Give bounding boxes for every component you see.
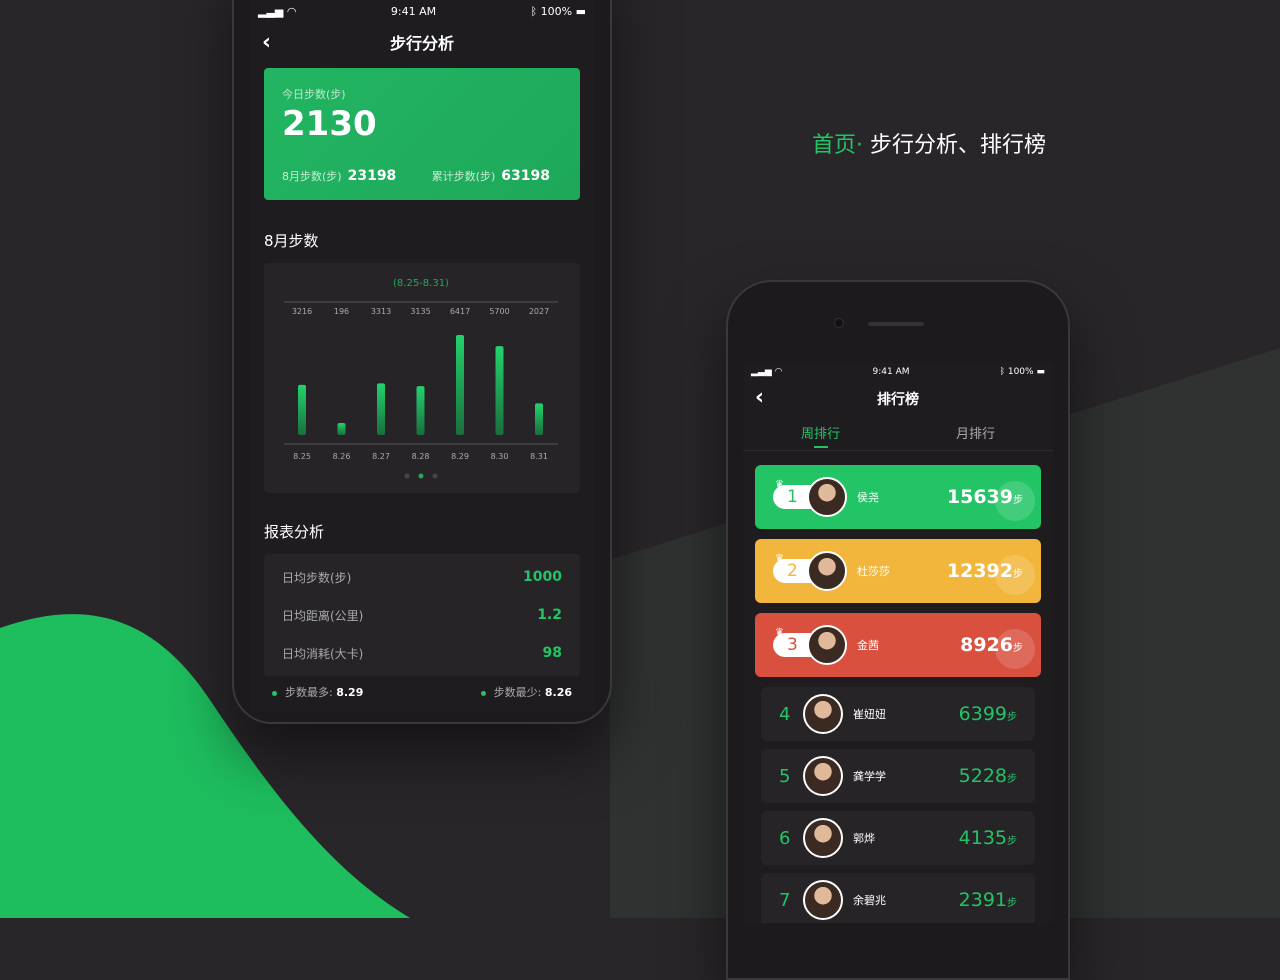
value-label: 196: [334, 307, 349, 316]
x-tick-label: 8.27: [372, 452, 390, 461]
bar: [416, 386, 425, 435]
bar: [535, 403, 543, 435]
page-dot: [404, 473, 410, 479]
report-card: 日均步数(步) 1000 日均距离(公里) 1.2 日均消耗(大卡) 98: [264, 554, 580, 676]
headline: 首页· 步行分析、排行榜: [812, 133, 1046, 158]
x-tick-label: 8.30: [491, 452, 509, 461]
steps-chart: (8.25-8.31) 3216 8.25 196 8.26 3313 8.27 3135 8.…: [264, 263, 580, 493]
report-row: 日均步数(步) 1000: [282, 569, 562, 585]
ranking-item[interactable]: 5 龚学学 5228步: [761, 749, 1035, 803]
chart-section-title: 8月步数: [264, 232, 319, 250]
speaker: [868, 322, 924, 326]
bar: [495, 346, 504, 435]
ranking-list: ♛ 1 侯尧 15639步 ♛ 2 杜莎莎 12392步 ♛ 3 金茜 8926步 4 崔妞妞 6399步 5…: [743, 451, 1053, 923]
bar: [377, 383, 385, 435]
report-row: 日均消耗(大卡) 98: [282, 645, 562, 661]
value-label: 2027: [529, 307, 549, 316]
crown-icon: ♛: [775, 478, 784, 490]
background: [0, 348, 1280, 918]
signal-icon: ▂▃▅ ◠: [751, 367, 783, 377]
bar: [298, 384, 306, 435]
x-tick-label: 8.28: [412, 452, 430, 461]
ranking-item[interactable]: 7 余碧兆 2391步: [761, 873, 1035, 923]
bar: [456, 335, 464, 435]
value-label: 3216: [292, 307, 312, 316]
chart-title: (8.25-8.31): [393, 278, 449, 289]
back-button[interactable]: ‹: [262, 30, 272, 55]
bluetooth-icon: ᛒ: [530, 4, 538, 18]
medal-icon: [995, 629, 1035, 669]
bluetooth-icon: ᛒ: [999, 367, 1005, 377]
x-tick-label: 8.25: [293, 452, 311, 461]
battery-icon: ▬: [1036, 367, 1045, 377]
phone-ranking: ▂▃▅ ◠ 9:41 AM ᛒ 100% ▬ ‹ 排行榜 周排行 月排行 ♛ 1 侯尧 156…: [726, 280, 1070, 980]
avatar: [807, 551, 847, 591]
ranking-item[interactable]: 6 郭烨 4135步: [761, 811, 1035, 865]
ranking-item[interactable]: ♛ 2 杜莎莎 12392步: [755, 539, 1041, 603]
bar-chart: (8.25-8.31) 3216 8.25 196 8.26 3313 8.27 3135 8.…: [284, 278, 558, 479]
tab-weekly[interactable]: 周排行: [743, 417, 898, 450]
report-section-title: 报表分析: [264, 523, 325, 541]
bar: [337, 423, 346, 435]
medal-icon: [995, 481, 1035, 521]
page-dot: [432, 473, 438, 479]
ranking-item[interactable]: 4 崔妞妞 6399步: [761, 687, 1035, 741]
phone-analysis: ▂▃▅ ◠ 9:41 AM ᛒ 100% ▬ ‹ 步行分析 今日步数(步) 2130 …: [232, 0, 612, 724]
value-label: 5700: [489, 307, 509, 316]
avatar: [803, 694, 843, 734]
status-bar: ▂▃▅ ◠ 9:41 AM ᛒ 100% ▬: [258, 4, 586, 18]
page-dot: [418, 473, 424, 479]
value-label: 3313: [371, 307, 391, 316]
value-label: 3135: [410, 307, 430, 316]
avatar: [803, 818, 843, 858]
today-steps: 2130: [282, 104, 377, 144]
crown-icon: ♛: [775, 552, 784, 564]
report-row: 日均距离(公里) 1.2: [282, 607, 562, 623]
least-steps: 步数最少: 8.26: [480, 684, 572, 700]
avatar: [807, 625, 847, 665]
battery-icon: ▬: [575, 4, 586, 18]
signal-icon: ▂▃▅ ◠: [258, 4, 297, 18]
camera: [834, 318, 844, 328]
crown-icon: ♛: [775, 626, 784, 638]
value-label: 6417: [450, 307, 470, 316]
ranking-item[interactable]: ♛ 3 金茜 8926步: [755, 613, 1041, 677]
medal-icon: [995, 555, 1035, 595]
x-tick-label: 8.31: [530, 452, 548, 461]
avatar: [803, 880, 843, 920]
x-tick-label: 8.26: [333, 452, 351, 461]
today-steps-card: 今日步数(步) 2130 8月步数(步) 23198 累计步数(步) 63198: [264, 68, 580, 200]
avatar: [807, 477, 847, 517]
x-tick-label: 8.29: [451, 452, 469, 461]
page-title: 步行分析: [389, 34, 454, 53]
tab-monthly[interactable]: 月排行: [955, 427, 995, 442]
most-steps: 步数最多: 8.29: [272, 684, 363, 700]
avatar: [803, 756, 843, 796]
page-title: 排行榜: [877, 392, 919, 408]
back-button[interactable]: ‹: [755, 385, 765, 410]
ranking-item[interactable]: ♛ 1 侯尧 15639步: [755, 465, 1041, 529]
